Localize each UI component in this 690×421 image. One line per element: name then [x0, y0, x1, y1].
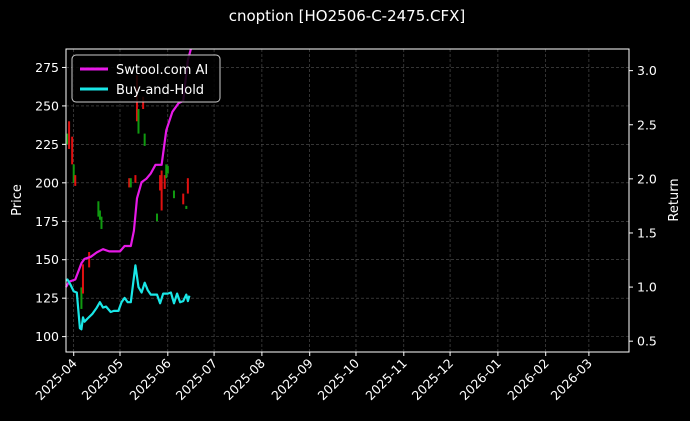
y2-tick-label: 3.0 — [637, 63, 657, 78]
candle — [182, 193, 185, 205]
candle — [172, 190, 175, 199]
series-line-0 — [65, 48, 192, 288]
candle — [159, 175, 162, 191]
candle — [137, 108, 140, 134]
candle — [185, 205, 188, 209]
series-lines — [65, 48, 192, 331]
chart-title: cnoption [HO2506-C-2475.CFX] — [229, 7, 466, 25]
series-line-1 — [65, 264, 191, 331]
y-tick-label: 100 — [35, 329, 59, 344]
candle — [129, 178, 132, 188]
candle — [165, 164, 168, 179]
legend-label-swtool: Swtool.com AI — [116, 63, 208, 78]
y-axis-left: 100 125 150 175 200 225 250 275 — [35, 60, 66, 344]
y-tick-label: 200 — [35, 175, 59, 190]
legend: Swtool.com AI Buy-and-Hold — [71, 54, 221, 103]
y-tick-label: 225 — [35, 137, 59, 152]
candle — [100, 216, 103, 229]
y-axis-right: 0.5 1.0 1.5 2.0 2.5 3.0 — [629, 63, 657, 349]
candle — [68, 121, 71, 149]
y2-tick-label: 2.5 — [637, 117, 657, 132]
candle — [186, 178, 189, 194]
legend-box — [71, 54, 221, 103]
candle — [81, 264, 84, 294]
candle — [72, 164, 75, 183]
y-tick-label: 150 — [35, 252, 59, 267]
candle — [80, 287, 83, 309]
candle — [156, 213, 159, 222]
y-axis-label: Price — [10, 184, 25, 216]
y-tick-label: 175 — [35, 214, 59, 229]
grid — [66, 49, 629, 352]
y-tick-label: 275 — [35, 60, 59, 75]
y-tick-label: 125 — [35, 291, 59, 306]
candle — [134, 175, 137, 183]
y2-tick-label: 1.0 — [637, 280, 657, 295]
y2-tick-label: 1.5 — [637, 225, 657, 240]
y2-tick-label: 2.0 — [637, 171, 657, 186]
candle — [160, 170, 163, 211]
plot-frame — [65, 48, 630, 353]
candle — [71, 136, 74, 165]
candle — [142, 96, 145, 109]
candle — [128, 178, 131, 188]
candle — [66, 133, 69, 145]
candle — [74, 175, 77, 186]
candles — [66, 75, 189, 309]
candle — [166, 165, 169, 174]
candle — [88, 252, 91, 268]
candle — [98, 210, 101, 220]
candle — [97, 201, 100, 217]
legend-label-buy-and-hold: Buy-and-Hold — [116, 83, 204, 98]
y2-tick-label: 0.5 — [637, 334, 657, 349]
y2-axis-label: Return — [667, 178, 682, 221]
candle — [143, 133, 146, 146]
y-tick-label: 250 — [35, 98, 59, 113]
candle — [163, 175, 166, 189]
